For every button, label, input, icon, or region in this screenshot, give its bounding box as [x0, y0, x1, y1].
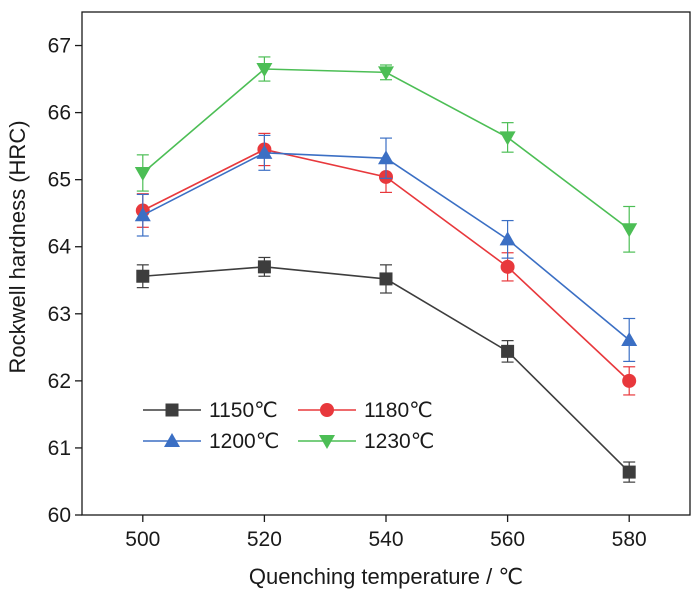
legend-marker [320, 403, 334, 417]
legend-marker [165, 403, 179, 417]
x-axis-title: Quenching temperature / ℃ [249, 564, 523, 589]
x-tick-label: 520 [247, 528, 282, 551]
legend-label: 1150℃ [209, 399, 278, 422]
legend-label: 1180℃ [364, 399, 433, 422]
data-point [499, 231, 516, 246]
data-point [256, 144, 273, 159]
data-point [500, 259, 515, 274]
y-tick-label: 64 [48, 236, 72, 259]
data-point [621, 223, 638, 238]
legend-entry-2: 1200℃ [143, 430, 279, 453]
x-tick-label: 580 [612, 528, 647, 551]
y-tick-label: 63 [48, 303, 71, 326]
data-point [378, 150, 394, 165]
data-point [499, 131, 516, 146]
x-tick-label: 500 [125, 528, 160, 551]
y-tick-label: 67 [48, 35, 71, 58]
legend-label: 1200℃ [209, 430, 279, 453]
legend-marker [319, 435, 335, 449]
data-point [621, 331, 638, 346]
data-point [622, 373, 637, 388]
axes: 60 61 62 63 64 65 66 67 500 520 540 560 580 [48, 11, 691, 551]
y-tick-label: 62 [48, 370, 71, 393]
data-point [379, 272, 393, 286]
data-point [136, 269, 150, 283]
y-tick-label: 60 [48, 504, 71, 527]
series-3 [134, 56, 638, 253]
series-layer [134, 56, 638, 483]
x-tick-label: 560 [490, 528, 525, 551]
data-point [501, 344, 515, 358]
y-tick-label: 66 [48, 102, 71, 125]
legend-entry-3: 1230℃ [298, 430, 434, 453]
series-2 [134, 134, 638, 363]
legend: 1150℃ 1180℃ 1200℃ 1230℃ [143, 399, 434, 453]
y-tick-label: 61 [48, 437, 71, 460]
data-point [134, 166, 151, 181]
x-tick-label: 540 [368, 528, 403, 551]
y-axis-title: Rockwell hardness (HRC) [5, 120, 30, 373]
series-0 [136, 256, 636, 483]
data-point [257, 260, 271, 274]
data-point [256, 63, 273, 78]
legend-entry-1: 1180℃ [298, 399, 433, 422]
legend-entry-0: 1150℃ [143, 399, 278, 422]
y-tick-label: 65 [48, 169, 71, 192]
data-point [622, 465, 636, 479]
data-point [134, 207, 151, 222]
legend-marker [164, 433, 180, 447]
data-point [378, 66, 394, 81]
legend-label: 1230℃ [364, 430, 434, 453]
